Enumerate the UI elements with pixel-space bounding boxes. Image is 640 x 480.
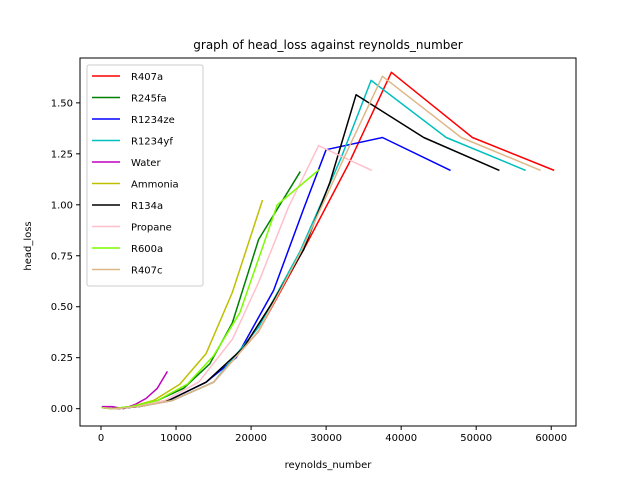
legend-label: R600a (131, 244, 163, 255)
legend: R407a R245fa R1234ze R1234yf Water Ammonia R13… (86, 64, 204, 287)
y-tick-label: 0.75 (51, 251, 73, 262)
y-tick-label: 0.25 (51, 353, 73, 364)
legend-label: R134a (131, 201, 163, 212)
series-line-water (101, 370, 169, 410)
x-axis: 0 10000 20000 30000 40000 50000 60000 (98, 426, 567, 444)
plot-frame (79, 57, 577, 427)
x-tick-label: 60000 (535, 433, 567, 444)
x-tick-label: 30000 (310, 433, 342, 444)
series-line-r407c (102, 75, 541, 410)
legend-label: R407a (131, 72, 163, 83)
x-axis-label: reynolds_number (285, 460, 373, 471)
x-tick-label: 0 (98, 433, 104, 444)
x-tick-label: 10000 (160, 433, 192, 444)
legend-label: R1234yf (131, 137, 173, 148)
y-axis: 0.00 0.25 0.50 0.75 1.00 1.25 1.50 (51, 98, 80, 415)
legend-label: Ammonia (131, 180, 179, 191)
y-tick-label: 1.50 (51, 98, 73, 109)
legend-label: R1234ze (131, 115, 175, 126)
y-tick-label: 0.50 (51, 302, 73, 313)
x-tick-label: 50000 (460, 433, 492, 444)
y-tick-label: 1.25 (51, 149, 73, 160)
legend-box (86, 64, 204, 287)
y-tick-label: 1.00 (51, 200, 73, 211)
legend-label: Propane (131, 223, 172, 234)
legend-label: R407c (131, 266, 163, 277)
chart-title: graph of head_loss against reynolds_numb… (193, 38, 463, 52)
plot-area (101, 71, 555, 410)
x-tick-label: 40000 (385, 433, 417, 444)
legend-label: Water (131, 158, 161, 169)
legend-label: R245fa (131, 94, 167, 105)
x-tick-label: 20000 (235, 433, 267, 444)
y-axis-label: head_loss (23, 221, 34, 270)
y-tick-label: 0.00 (51, 404, 73, 415)
